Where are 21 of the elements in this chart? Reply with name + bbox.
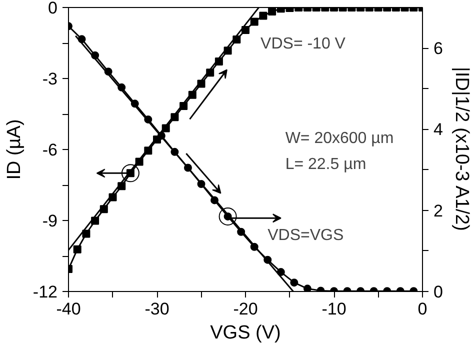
x-tick-label: -40	[56, 300, 81, 318]
annotation: W= 20x600 µm	[285, 130, 394, 148]
x-axis-title: VGS (V)	[210, 322, 281, 344]
y-tick-label: -6	[42, 140, 58, 160]
y2-tick-label: 0	[434, 282, 443, 302]
annotation: L= 22.5 µm	[285, 156, 366, 174]
y-tick-label: -12	[32, 282, 58, 302]
x-tick-label: -30	[144, 300, 170, 318]
y2-tick-label: 6	[434, 39, 443, 58]
y2-tick-label: 2	[434, 201, 443, 220]
y-axis-title: ID (µA)	[4, 119, 25, 180]
annotation: VDS=VGS	[268, 227, 344, 244]
x-tick-label: -10	[322, 300, 346, 318]
y2-tick-label: 4	[434, 120, 443, 140]
y2-axis-title: |ID|1/2 (x10-3 A1/2)	[450, 66, 472, 232]
x-tick-label: 0	[418, 300, 428, 318]
y-tick-label: -9	[42, 212, 58, 230]
annotation: VDS= -10 V	[260, 35, 346, 52]
y-tick-label: 0	[48, 0, 58, 18]
x-tick-label: -20	[233, 300, 258, 318]
y-tick-label: -3	[42, 70, 58, 88]
